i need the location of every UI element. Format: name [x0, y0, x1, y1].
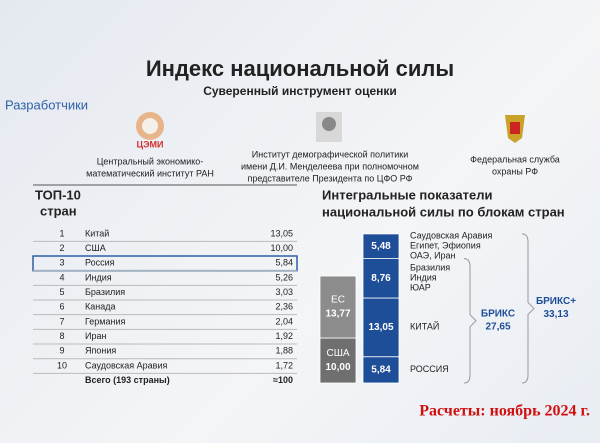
annotation-label: БРИКС — [481, 308, 515, 319]
footer: Расчеты: ноябрь 2024 г. — [419, 403, 590, 420]
segment-name: РОССИЯ — [410, 364, 449, 374]
segment-name: Египет, Эфиопия — [410, 241, 481, 251]
score: 5,26 — [275, 272, 293, 282]
developers-label: Разработчики — [5, 97, 88, 112]
developer-caption: Центральный экономико- — [97, 156, 204, 166]
bar-segment — [362, 233, 400, 259]
country: Россия — [85, 258, 115, 268]
bar-segment — [362, 297, 400, 358]
score: 10,00 — [270, 243, 293, 253]
score: 3,03 — [275, 287, 293, 297]
developer-caption: имени Д.И. Менделеева при полномочном — [241, 161, 419, 171]
score: 5,84 — [275, 258, 293, 268]
rank: 8 — [59, 331, 64, 341]
segment-value: 13,77 — [325, 309, 350, 320]
segment-name: ЕС — [331, 295, 345, 306]
annotation-value: 33,13 — [543, 309, 568, 320]
country: Бразилия — [85, 287, 125, 297]
rank: 2 — [59, 243, 64, 253]
segment-value: 8,76 — [371, 273, 391, 284]
developer-caption: охраны РФ — [492, 166, 538, 176]
rank: 10 — [57, 360, 67, 370]
bracket — [463, 258, 477, 384]
segment-value: 10,00 — [325, 362, 350, 373]
country: США — [85, 243, 106, 253]
chart-title: национальной силы по блокам стран — [322, 204, 565, 219]
segment-name: Индия — [410, 273, 437, 283]
country: Китай — [85, 228, 109, 238]
segment-name: Бразилия — [410, 263, 450, 273]
developer-caption: Федеральная служба — [470, 154, 560, 164]
country: Япония — [85, 346, 116, 356]
score: 2,04 — [275, 316, 293, 326]
bar-segment — [362, 258, 400, 299]
subtitle: Суверенный инструмент оценки — [203, 84, 397, 98]
rank: 4 — [59, 272, 64, 282]
segment-name: Саудовская Аравия — [410, 231, 492, 241]
rank: 9 — [59, 346, 64, 356]
total-label: Всего (193 страны) — [85, 375, 170, 385]
chart-title: Интегральные показатели — [322, 187, 492, 202]
logo-cemi — [136, 112, 164, 140]
developer-caption: математический институт РАН — [86, 168, 214, 178]
title: Индекс национальной силы — [146, 56, 454, 81]
segment-value: 13,05 — [368, 322, 393, 333]
row-highlight — [32, 255, 298, 272]
score: 13,05 — [270, 228, 293, 238]
annotation-label: БРИКС+ — [536, 296, 576, 307]
annotation-value: 27,65 — [485, 321, 510, 332]
country: Канада — [85, 302, 115, 312]
bar-segment — [319, 337, 357, 384]
developer-caption: Институт демографической политики — [252, 149, 408, 159]
rank: 6 — [59, 302, 64, 312]
country: Саудовская Аравия — [85, 360, 167, 370]
country: Индия — [85, 272, 112, 282]
country: Иран — [85, 331, 106, 341]
developer-caption: представителе Президента по ЦФО РФ — [247, 173, 412, 183]
bar-segment — [319, 275, 357, 339]
score: 1,88 — [275, 346, 293, 356]
logo-fso — [505, 115, 525, 143]
segment-value: 5,48 — [371, 241, 391, 252]
segment-name: США — [326, 348, 349, 359]
rank: 5 — [59, 287, 64, 297]
segment-name: ЮАР — [410, 283, 431, 293]
segment-name: КИТАЙ — [410, 321, 439, 332]
logo-institute — [316, 112, 342, 142]
rank: 3 — [59, 258, 64, 268]
rank: 1 — [59, 228, 64, 238]
score: 1,92 — [275, 331, 293, 341]
segment-name: ОАЭ, Иран — [410, 251, 456, 261]
logo-text: ЦЭМИ — [137, 139, 164, 149]
table-title: ТОП-10 — [35, 187, 81, 202]
country: Германия — [85, 316, 125, 326]
segment-value: 5,84 — [371, 365, 391, 376]
bar-segment — [362, 356, 400, 384]
table-title: стран — [40, 203, 77, 218]
rank: 7 — [59, 316, 64, 326]
score: 2,36 — [275, 302, 293, 312]
total-value: ≈100 — [273, 375, 293, 385]
score: 1,72 — [275, 360, 293, 370]
bracket — [521, 233, 535, 384]
